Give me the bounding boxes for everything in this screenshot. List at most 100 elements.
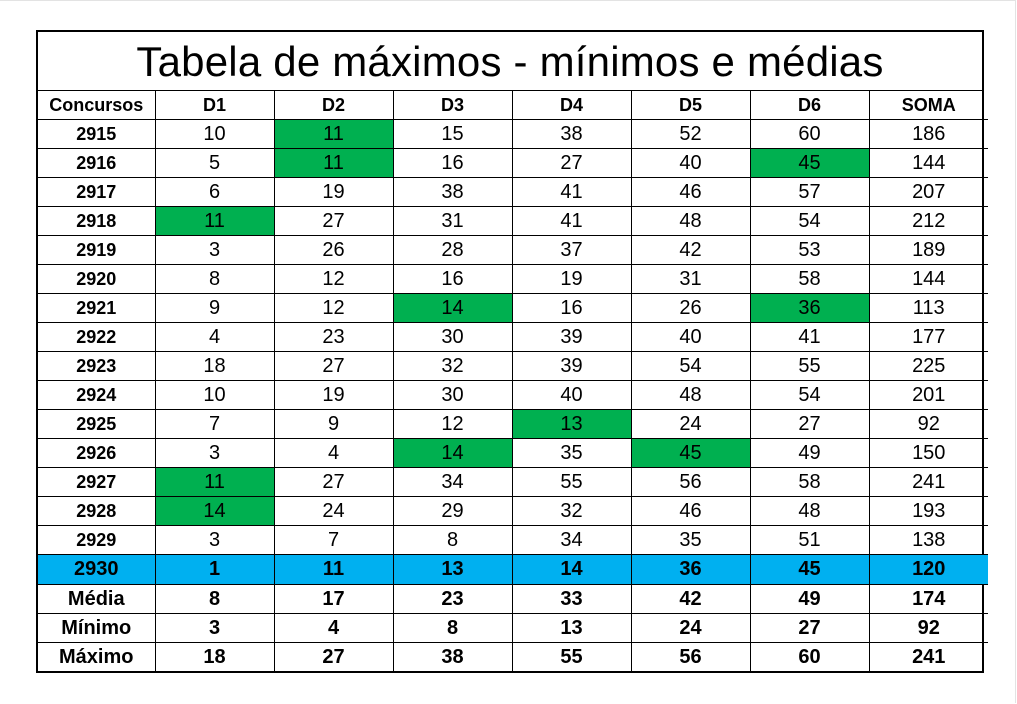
concurso-number: 2918 (38, 206, 156, 236)
table-cell: 56 (630, 467, 751, 497)
table-cell: 9 (154, 293, 275, 323)
concurso-number: 2925 (38, 409, 156, 439)
table-row: 2916 5 11 16 27 40 45 144 (38, 148, 988, 178)
column-header-d2: D2 (273, 91, 394, 120)
table-cell: 10 (154, 380, 275, 410)
stat-cell: 24 (630, 613, 751, 643)
table-row: 2915 10 11 15 38 52 60 186 (38, 119, 988, 149)
table-cell: 8 (392, 525, 513, 555)
table-cell: 23 (273, 322, 394, 352)
table-cell: 3 (154, 438, 275, 468)
table-cell: 29 (392, 496, 513, 526)
table-cell: 19 (273, 380, 394, 410)
stat-cell: 27 (273, 642, 394, 671)
table-cell: 26 (273, 235, 394, 265)
table-cell: 60 (749, 119, 870, 149)
stat-cell: 4 (273, 613, 394, 643)
concurso-number: 2922 (38, 322, 156, 352)
concurso-number: 2915 (38, 119, 156, 149)
table-cell: 55 (511, 467, 632, 497)
stat-cell: 23 (392, 584, 513, 614)
stat-cell: 17 (273, 584, 394, 614)
stat-cell: 49 (749, 584, 870, 614)
stat-row: Mínimo 3 4 8 13 24 27 92 (38, 613, 988, 643)
stat-cell: 42 (630, 584, 751, 614)
table-cell: 27 (511, 148, 632, 178)
table-cell: 39 (511, 351, 632, 381)
table-cell: 144 (868, 148, 988, 178)
lottery-stats-sheet: Tabela de máximos - mínimos e médias Con… (36, 30, 988, 673)
stat-cell: 8 (392, 613, 513, 643)
table-cell: 58 (749, 264, 870, 294)
table-cell: 16 (392, 264, 513, 294)
column-header-d3: D3 (392, 91, 513, 120)
stat-cell: 38 (392, 642, 513, 671)
table-cell: 32 (511, 496, 632, 526)
table-cell: 241 (868, 467, 988, 497)
concurso-number: 2916 (38, 148, 156, 178)
table-cell: 40 (630, 148, 751, 178)
table-cell: 14 (392, 438, 513, 468)
table-cell: 48 (630, 206, 751, 236)
column-header-d5: D5 (630, 91, 751, 120)
table-row: 2918 11 27 31 41 48 54 212 (38, 206, 988, 236)
table-cell: 186 (868, 119, 988, 149)
table-cell: 11 (273, 554, 394, 585)
table-cell: 14 (392, 293, 513, 323)
table-cell: 7 (273, 525, 394, 555)
concurso-number: 2928 (38, 496, 156, 526)
stat-cell: 92 (868, 613, 988, 643)
table-cell: 26 (630, 293, 751, 323)
table-cell: 49 (749, 438, 870, 468)
table-cell: 92 (868, 409, 988, 439)
table-cell: 27 (273, 467, 394, 497)
table-cell: 177 (868, 322, 988, 352)
stat-cell: 33 (511, 584, 632, 614)
table-cell: 37 (511, 235, 632, 265)
table-cell: 41 (749, 322, 870, 352)
stat-cell: 8 (154, 584, 275, 614)
table-cell: 144 (868, 264, 988, 294)
column-header-d1: D1 (154, 91, 275, 120)
table-cell: 31 (630, 264, 751, 294)
table-cell: 24 (273, 496, 394, 526)
table-cell: 15 (392, 119, 513, 149)
table-cell: 27 (273, 206, 394, 236)
concurso-number: 2929 (38, 525, 156, 555)
stat-label: Média (38, 584, 156, 614)
table-cell: 14 (154, 496, 275, 526)
table-cell: 225 (868, 351, 988, 381)
table-cell: 46 (630, 496, 751, 526)
table-cell: 55 (749, 351, 870, 381)
table-cell: 40 (511, 380, 632, 410)
stat-label: Mínimo (38, 613, 156, 643)
stat-cell: 18 (154, 642, 275, 671)
table-cell: 53 (749, 235, 870, 265)
table-cell: 45 (749, 554, 870, 585)
column-header-soma: SOMA (868, 91, 988, 120)
table-cell: 16 (511, 293, 632, 323)
table-row: 2927 11 27 34 55 56 58 241 (38, 467, 988, 497)
table-row: 2926 3 4 14 35 45 49 150 (38, 438, 988, 468)
table-cell: 39 (511, 322, 632, 352)
table-cell: 57 (749, 177, 870, 207)
table-cell: 58 (749, 467, 870, 497)
column-header-d6: D6 (749, 91, 870, 120)
table-cell: 150 (868, 438, 988, 468)
concurso-number: 2926 (38, 438, 156, 468)
table-cell: 31 (392, 206, 513, 236)
table-cell: 193 (868, 496, 988, 526)
table-cell: 8 (154, 264, 275, 294)
table-cell: 10 (154, 119, 275, 149)
table-cell: 12 (273, 293, 394, 323)
table-cell: 54 (749, 206, 870, 236)
table-cell: 212 (868, 206, 988, 236)
table-cell: 201 (868, 380, 988, 410)
current-draw-row: 2930 1 11 13 14 36 45 120 (38, 554, 988, 585)
table-cell: 189 (868, 235, 988, 265)
table-row: 2925 7 9 12 13 24 27 92 (38, 409, 988, 439)
stat-cell: 174 (868, 584, 988, 614)
stat-cell: 3 (154, 613, 275, 643)
table-cell: 13 (392, 554, 513, 585)
